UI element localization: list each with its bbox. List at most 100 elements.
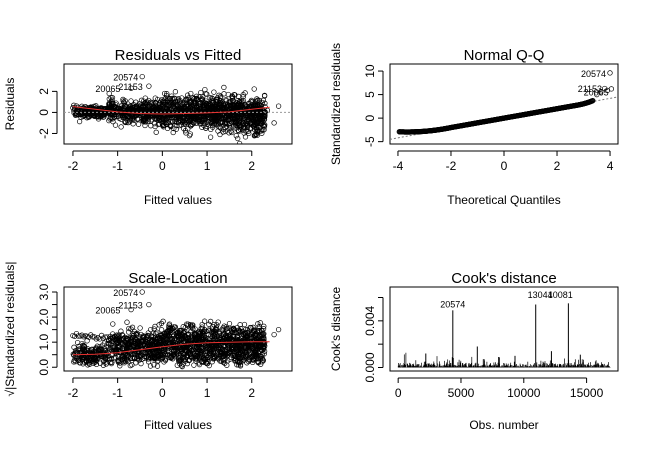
y-tick-label: 0.0 xyxy=(37,359,51,376)
data-point xyxy=(262,122,268,128)
data-point xyxy=(155,358,161,364)
qq-point xyxy=(594,91,600,98)
bars xyxy=(397,303,611,368)
data-point xyxy=(120,96,126,103)
data-point xyxy=(235,97,241,104)
data-point xyxy=(185,114,191,120)
data-point xyxy=(71,352,77,358)
data-point xyxy=(211,120,218,127)
data-point xyxy=(261,348,268,354)
data-point xyxy=(178,363,185,369)
data-point xyxy=(75,333,81,339)
data-point xyxy=(152,340,158,346)
data-point xyxy=(204,342,210,349)
data-point xyxy=(207,134,214,140)
data-point xyxy=(251,86,257,92)
data-point xyxy=(226,99,232,105)
data-point xyxy=(181,329,187,336)
data-point xyxy=(174,122,180,129)
data-point xyxy=(185,117,191,123)
data-point xyxy=(150,330,157,336)
data-point xyxy=(253,331,259,337)
data-point xyxy=(76,118,83,125)
data-point xyxy=(219,99,225,105)
x-tick-label: 2 xyxy=(554,159,561,173)
data-point xyxy=(218,125,224,131)
data-point xyxy=(128,98,134,104)
data-point xyxy=(204,121,211,128)
data-point xyxy=(215,121,221,127)
data-point xyxy=(258,128,265,134)
data-point xyxy=(188,123,194,129)
data-point xyxy=(157,105,163,111)
panel-normal-qq: Normal Q-Q Theoretical Quantiles Standardi… xyxy=(329,43,619,207)
x-axis: 0 5000 10000 15000 xyxy=(395,377,604,400)
data-point xyxy=(192,326,198,332)
data-point xyxy=(240,351,247,357)
data-point xyxy=(230,325,236,332)
data-point xyxy=(79,347,86,353)
point-label: 21153 xyxy=(118,301,142,311)
data-point xyxy=(230,98,236,104)
data-point xyxy=(219,327,226,334)
data-point xyxy=(147,342,153,348)
data-point xyxy=(146,352,152,359)
data-point xyxy=(271,331,277,338)
panel-cooks-distance: Cook's distance Obs. number Cook's distanc… xyxy=(329,270,619,432)
data-point xyxy=(166,324,172,330)
data-point xyxy=(259,328,265,334)
y-tick-label: 5 xyxy=(363,91,377,98)
point-label: 21153 xyxy=(578,84,602,94)
data-point xyxy=(253,131,259,138)
x-tick-label: 0 xyxy=(159,159,166,173)
x-tick-label: -2 xyxy=(68,159,79,173)
x-axis-label: Fitted values xyxy=(144,418,212,432)
data-point xyxy=(163,93,170,99)
data-point xyxy=(106,338,112,344)
data-point xyxy=(173,126,179,132)
data-point xyxy=(107,344,114,350)
data-point xyxy=(183,336,189,342)
point-label: 20065 xyxy=(95,306,120,316)
data-point xyxy=(113,355,119,361)
data-point xyxy=(148,123,154,129)
data-point xyxy=(103,361,109,367)
data-point xyxy=(139,73,145,80)
data-point xyxy=(193,95,200,102)
data-point xyxy=(215,106,222,112)
y-axis: 0.0 1.0 2.0 3.0 xyxy=(37,283,58,376)
data-point xyxy=(200,331,207,337)
data-point xyxy=(258,118,265,125)
data-point xyxy=(202,86,208,93)
data-point xyxy=(253,119,259,125)
y-tick-label: 0 xyxy=(363,114,377,121)
x-axis: -4 -2 0 2 4 xyxy=(393,150,614,173)
data-point xyxy=(211,346,217,352)
data-point xyxy=(113,337,119,343)
data-point xyxy=(228,345,234,351)
data-point xyxy=(216,334,222,341)
data-point xyxy=(170,103,176,110)
data-point xyxy=(211,355,218,361)
data-point xyxy=(202,120,208,127)
data-point xyxy=(245,358,252,365)
data-point xyxy=(162,119,168,126)
x-axis-label: Fitted values xyxy=(144,193,212,207)
data-point xyxy=(182,356,189,362)
data-point xyxy=(243,335,249,341)
data-point xyxy=(271,120,277,126)
data-point xyxy=(176,357,183,363)
data-point xyxy=(176,327,183,334)
data-point xyxy=(187,351,193,358)
y-axis-label: Standardized residuals xyxy=(329,43,343,165)
data-point xyxy=(177,357,184,363)
data-point xyxy=(223,326,229,332)
qq-point xyxy=(607,70,613,76)
data-point xyxy=(122,358,129,365)
data-point xyxy=(117,363,123,369)
smooth-line xyxy=(72,106,270,115)
data-point xyxy=(229,94,236,100)
x-tick-label: 0 xyxy=(159,386,166,400)
data-point xyxy=(80,361,86,367)
data-point xyxy=(201,318,208,324)
